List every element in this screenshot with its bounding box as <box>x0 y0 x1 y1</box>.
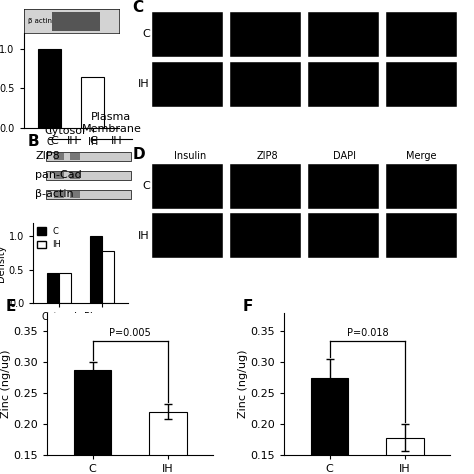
Text: IH: IH <box>138 79 150 89</box>
Bar <box>47 273 59 303</box>
Text: C: C <box>133 0 144 15</box>
Bar <box>90 236 102 303</box>
Text: DAPI: DAPI <box>333 151 356 161</box>
Bar <box>54 153 64 160</box>
Text: E: E <box>6 299 16 314</box>
Text: F: F <box>243 299 253 314</box>
Text: Cytosol: Cytosol <box>44 126 85 136</box>
Text: ZIP8: ZIP8 <box>35 151 60 162</box>
Bar <box>102 251 114 303</box>
Text: C: C <box>90 136 98 146</box>
Bar <box>74 370 111 474</box>
Bar <box>70 153 80 160</box>
Text: C: C <box>50 136 58 146</box>
Text: Plasma
Membrane: Plasma Membrane <box>82 112 141 134</box>
Y-axis label: Zinc (ng/ug): Zinc (ng/ug) <box>238 350 248 418</box>
Text: P=0.018: P=0.018 <box>346 328 388 338</box>
Bar <box>386 438 424 474</box>
Text: P=0.005: P=0.005 <box>109 328 151 338</box>
Text: IH: IH <box>138 231 150 241</box>
Bar <box>52 12 100 31</box>
Bar <box>311 378 348 474</box>
Y-axis label: Relative
Density: Relative Density <box>0 243 6 283</box>
Text: B: B <box>28 134 40 149</box>
Bar <box>46 152 131 161</box>
Text: Merge: Merge <box>406 151 437 161</box>
Text: ZIP8: ZIP8 <box>256 151 278 161</box>
Text: IH: IH <box>111 136 122 146</box>
Text: C: C <box>142 181 150 191</box>
Bar <box>70 191 80 198</box>
Text: C: C <box>142 29 150 39</box>
Y-axis label: Zinc (ng/ug): Zinc (ng/ug) <box>1 350 11 418</box>
Bar <box>81 77 104 128</box>
Bar <box>54 191 64 198</box>
Text: D: D <box>133 146 146 162</box>
Text: β-actin: β-actin <box>35 189 74 200</box>
Bar <box>54 172 64 179</box>
Text: Insulin: Insulin <box>174 151 206 161</box>
Text: IH: IH <box>67 136 79 146</box>
Bar <box>59 273 71 303</box>
Bar <box>46 190 131 199</box>
Text: β actin: β actin <box>28 18 53 24</box>
Text: pan-Cad: pan-Cad <box>35 170 82 181</box>
Bar <box>70 172 80 179</box>
Bar <box>46 171 131 180</box>
Bar <box>38 49 62 128</box>
Legend: C, IH: C, IH <box>37 227 61 249</box>
Bar <box>149 412 187 474</box>
